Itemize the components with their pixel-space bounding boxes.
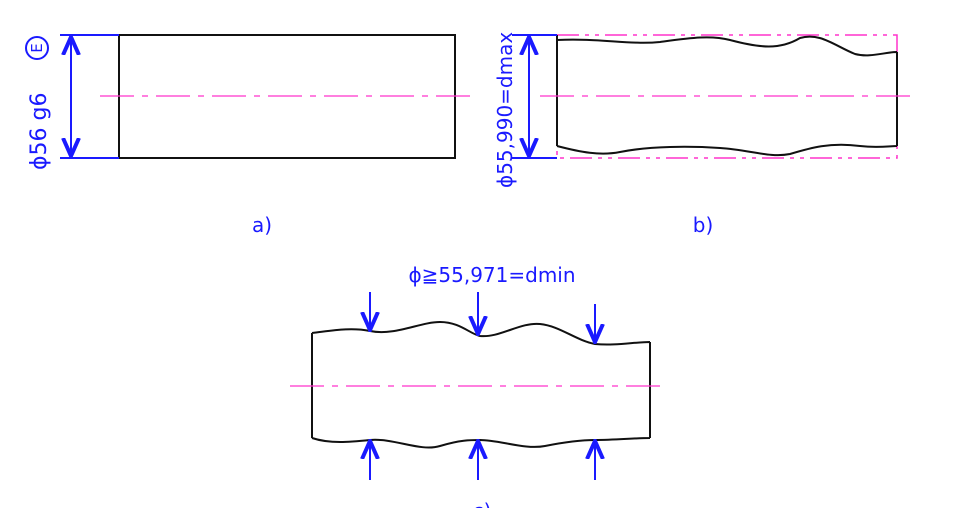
figure-label-a: a)	[252, 213, 272, 237]
dimension-text-c: ϕ≧55,971=dmin	[408, 263, 575, 287]
figure-label-b: b)	[693, 213, 714, 237]
shaft-outline-c	[311, 320, 651, 449]
shaft-outline-b	[556, 35, 898, 157]
figure-c: ϕ≧55,971=dmin c)	[290, 263, 665, 508]
figure-label-c: c)	[473, 499, 492, 508]
dimension-text-a: ϕ56 g6	[27, 93, 52, 170]
envelope-symbol: E	[28, 43, 46, 52]
figure-b: ϕ55,990=dmax b)	[493, 32, 915, 237]
envelope-symbol-circle	[25, 36, 49, 60]
dimension-text-b: ϕ55,990=dmax	[493, 32, 517, 188]
figure-a: ϕ56 g6 E a)	[25, 34, 470, 237]
